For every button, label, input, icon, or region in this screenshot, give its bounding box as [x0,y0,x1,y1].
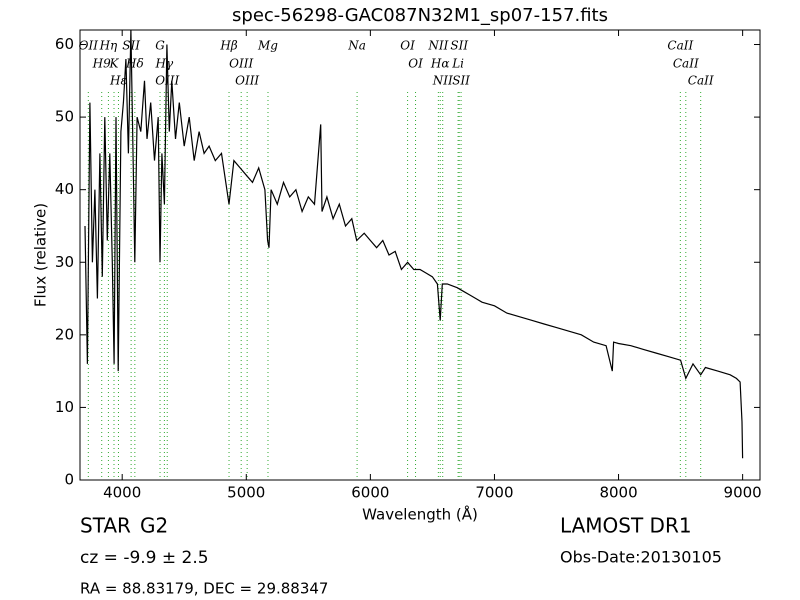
spectral-line-label: Hη [99,39,118,53]
spectral-line-label: K [109,57,120,71]
x-tick-label: 6000 [351,484,389,502]
y-tick-label: 0 [64,471,74,489]
spectral-line-label: NII [432,74,453,88]
spectral-line-label: OI [408,57,423,71]
y-tick-label: 40 [55,180,74,198]
spectral-line-label: OI [400,39,415,53]
redshift-label: cz = -9.9 ± 2.5 [80,548,209,568]
spectral-line-label: CaII [688,74,714,88]
y-tick-label: 30 [55,253,74,271]
spectral-line-label: SII [450,39,468,53]
x-tick-label: 8000 [599,484,637,502]
spectral-line-label: Hε [109,74,127,88]
plot-frame [79,29,761,481]
subclass-label: G2 [140,514,168,538]
x-tick-label: 9000 [724,484,762,502]
spectral-line-label: H9 [92,57,111,71]
x-tick-label: 5000 [227,484,265,502]
y-tick-label: 60 [55,35,74,53]
class-label: STAR [80,514,131,538]
spectrum-line [84,29,744,459]
spectral-line-label: OIII [229,57,253,71]
spectral-line-label: OIII [235,74,259,88]
spectral-line-label: Hβ [219,39,237,53]
spectral-line-label: Hα [430,57,450,71]
spectral-line-label: Li [451,57,464,71]
y-tick-label: 50 [55,108,74,126]
x-tick-label: 7000 [475,484,513,502]
y-tick-label: 10 [55,398,74,416]
x-tick-label: 4000 [103,484,141,502]
spectral-line-label: NII [427,39,448,53]
spectral-line-label: G [155,39,165,53]
spectral-line-label: Hγ [155,57,174,71]
spectral-line-label: OII [79,39,99,53]
spectral-line-label: CaII [667,39,693,53]
spectral-line-label: SII [452,74,470,88]
spectral-line-label: Mg [257,39,278,53]
obs-date-label: Obs-Date:20130105 [560,548,722,567]
spectral-line-label: Hδ [125,57,144,71]
spectral-line-label: Na [347,39,366,53]
release-label: LAMOST DR1 [560,514,692,538]
x-axis-label: Wavelength (Å) [362,505,478,524]
y-axis-label: Flux (relative) [32,203,50,307]
coords-label: RA = 88.83179, DEC = 29.88347 [80,580,328,598]
chart-title: spec-56298-GAC087N32M1_sp07-157.fits [232,5,608,26]
y-tick-label: 20 [55,325,74,343]
spectral-line-label: CaII [673,57,699,71]
